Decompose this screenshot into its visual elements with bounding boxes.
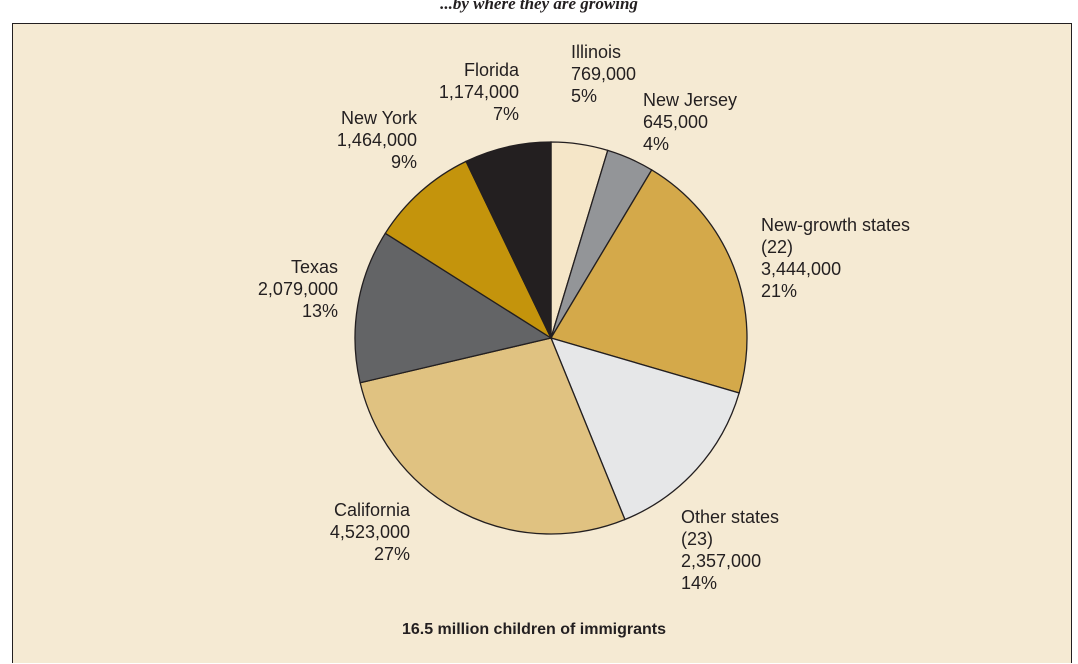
label-name: Other states (681, 507, 779, 527)
label-percent: 7% (493, 104, 519, 124)
page-title: ...by where they are growing (440, 0, 638, 13)
label-percent: 21% (761, 281, 797, 301)
chart-panel: Illinois 769,000 5% New Jersey 645,000 4% New-… (12, 23, 1072, 663)
label-name: Illinois (571, 42, 621, 62)
pie-slice-florida (465, 141, 552, 339)
label-value: 3,444,000 (761, 259, 841, 279)
label-name: (22) (761, 237, 793, 257)
pie-slices (354, 141, 748, 535)
label-value: 2,357,000 (681, 551, 761, 571)
label-name: Florida (464, 60, 520, 80)
label-value: 2,079,000 (258, 279, 338, 299)
pie-slice-texas (354, 232, 553, 384)
label-name: (23) (681, 529, 713, 549)
pie-slice-new-york (384, 160, 553, 340)
label-value: 645,000 (643, 112, 708, 132)
label-percent: 4% (643, 134, 669, 154)
label-percent: 27% (374, 544, 410, 564)
label-name: New Jersey (643, 90, 737, 110)
label-name: Texas (291, 257, 338, 277)
label-percent: 13% (302, 301, 338, 321)
chart-caption: 16.5 million children of immigrants (402, 621, 666, 638)
label-value: 769,000 (571, 64, 636, 84)
label-name: New York (341, 108, 418, 128)
label-percent: 14% (681, 573, 717, 593)
pie-slice-california (359, 337, 626, 535)
label-value: 1,174,000 (439, 82, 519, 102)
label-value: 4,523,000 (330, 522, 410, 542)
label-name: New-growth states (761, 215, 910, 235)
label-percent: 9% (391, 152, 417, 172)
pie-slice-other-states (549, 336, 740, 521)
pie-slice-new-growth-states (550, 168, 748, 394)
label-name: California (334, 500, 411, 520)
label-value: 1,464,000 (337, 130, 417, 150)
label-percent: 5% (571, 86, 597, 106)
